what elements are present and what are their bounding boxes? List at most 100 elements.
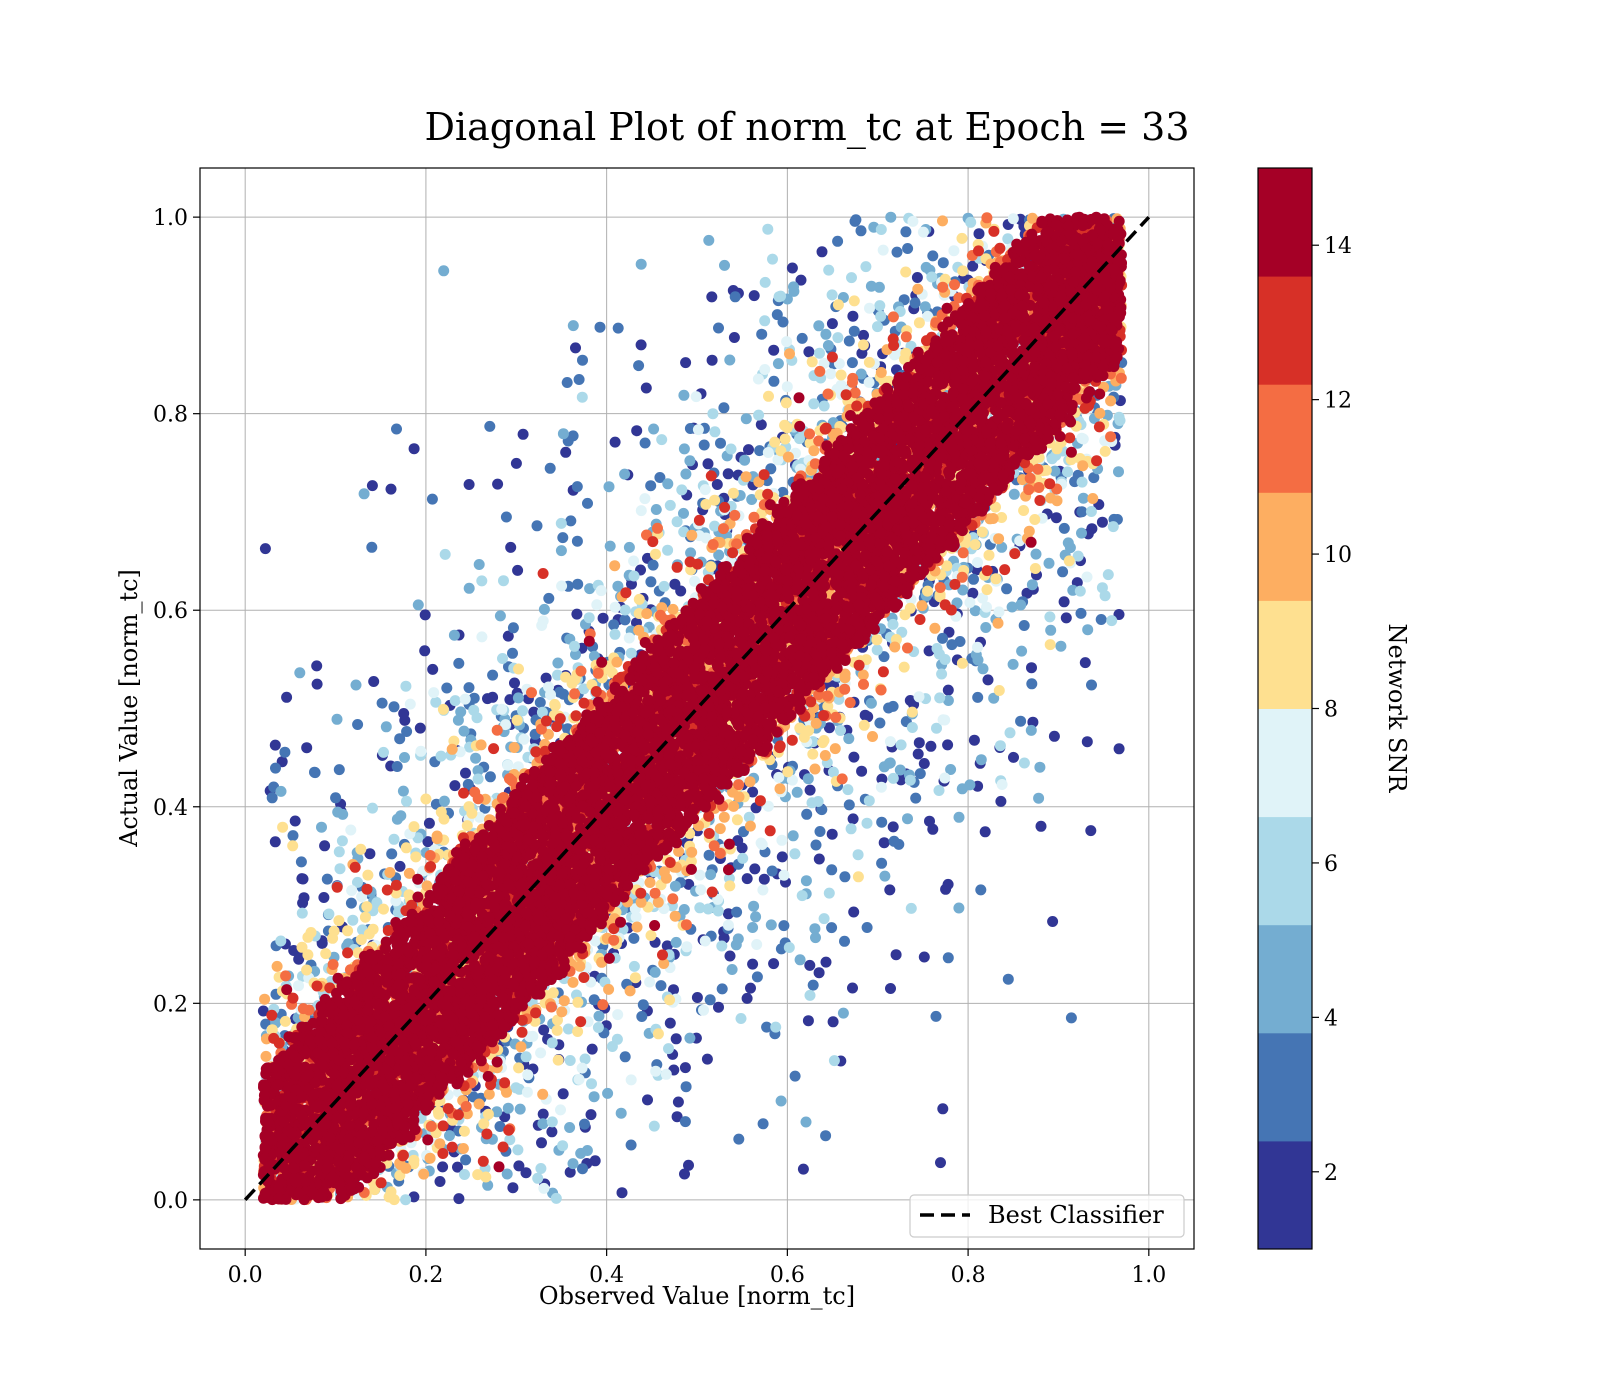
- scatter-point: [482, 693, 493, 705]
- scatter-point: [803, 346, 815, 358]
- scatter-point: [843, 335, 855, 347]
- scatter-point: [537, 1108, 549, 1120]
- scatter-point: [699, 484, 711, 496]
- scatter-point: [1058, 522, 1070, 534]
- scatter-point: [573, 374, 585, 385]
- scatter-point: [727, 487, 739, 499]
- scatter-point: [684, 455, 696, 467]
- scatter-point: [804, 784, 816, 796]
- scatter-point: [645, 576, 657, 588]
- scatter-point: [538, 1182, 550, 1194]
- scatter-point: [538, 603, 550, 615]
- scatter-point: [874, 717, 886, 729]
- scatter-point: [1044, 639, 1056, 651]
- scatter-point: [287, 840, 299, 852]
- scatter-point: [520, 1051, 532, 1063]
- scatter-point: [865, 697, 877, 709]
- scatter-point: [555, 517, 567, 529]
- scatter-point: [639, 493, 651, 505]
- scatter-point: [592, 1022, 604, 1033]
- scatter-point: [748, 900, 760, 912]
- scatter-point: [856, 347, 868, 359]
- scatter-point: [552, 1054, 564, 1066]
- scatter-point: [990, 573, 1002, 585]
- scatter-point: [629, 972, 641, 984]
- scatter-point: [996, 541, 1008, 553]
- scatter-point: [399, 752, 410, 763]
- scatter-point: [1016, 645, 1028, 657]
- scatter-point: [857, 339, 869, 351]
- scatter-point: [807, 748, 819, 760]
- scatter-point: [935, 1157, 946, 1169]
- scatter-point: [298, 892, 310, 904]
- scatter-point: [907, 215, 919, 227]
- scatter-point: [378, 746, 389, 758]
- scatter-point: [556, 580, 568, 592]
- scatter-point: [884, 736, 896, 748]
- scatter-point: [832, 299, 844, 311]
- scatter-point: [458, 1125, 470, 1137]
- scatter-point: [827, 1016, 839, 1028]
- scatter-point: [1018, 757, 1030, 769]
- scatter-point: [767, 253, 778, 265]
- scatter-point: [1002, 973, 1014, 985]
- scatter-point: [713, 322, 724, 334]
- scatter-point: [922, 585, 933, 597]
- scatter-point: [939, 714, 951, 726]
- scatter-point: [977, 663, 989, 675]
- scatter-point: [887, 700, 899, 712]
- scatter-point: [981, 584, 993, 596]
- scatter-point: [612, 1009, 624, 1021]
- scatter-point: [293, 953, 305, 965]
- scatter-point: [388, 701, 400, 713]
- scatter-point: [648, 423, 660, 435]
- scatter-point: [458, 725, 470, 737]
- scatter-point: [939, 772, 951, 784]
- scatter-point: [619, 604, 631, 616]
- scatter-point: [671, 516, 683, 528]
- scatter-point: [502, 630, 514, 642]
- scatter-point: [906, 722, 918, 733]
- scatter-point: [462, 778, 474, 790]
- scatter-point: [670, 936, 682, 948]
- scatter-point: [775, 290, 787, 302]
- scatter-point: [635, 258, 647, 270]
- scatter-point: [391, 423, 402, 435]
- scatter-point: [552, 657, 564, 669]
- scatter-point: [798, 731, 810, 743]
- scatter-point: [753, 409, 765, 421]
- scatter-point: [926, 271, 938, 283]
- scatter-point: [813, 853, 825, 865]
- scatter-point: [566, 677, 578, 689]
- scatter-point: [826, 922, 838, 934]
- scatter-point: [683, 1159, 694, 1171]
- scatter-point: [759, 364, 771, 375]
- scatter-point: [498, 575, 509, 587]
- scatter-point: [336, 835, 348, 847]
- scatter-point: [872, 321, 883, 333]
- scatter-point: [420, 793, 432, 805]
- scatter-point: [557, 532, 569, 544]
- scatter-point: [808, 398, 820, 410]
- scatter-point: [703, 234, 715, 246]
- scatter-point: [684, 423, 696, 434]
- scatter-point: [957, 265, 969, 277]
- scatter-point: [270, 762, 281, 774]
- scatter-point: [741, 873, 753, 885]
- scatter-point: [737, 852, 749, 864]
- scatter-point: [311, 660, 323, 672]
- scatter-point: [619, 468, 631, 480]
- scatter-point: [709, 426, 721, 438]
- scatter-point: [269, 836, 281, 848]
- scatter-point: [876, 857, 888, 869]
- scatter-point: [1064, 542, 1076, 554]
- scatter-point: [400, 842, 412, 854]
- scatter-point: [448, 629, 460, 641]
- scatter-point: [918, 951, 930, 963]
- scatter-point: [1048, 730, 1060, 742]
- scatter-point: [937, 632, 948, 644]
- scatter-point: [669, 880, 681, 892]
- scatter-point: [512, 692, 524, 704]
- scatter-point: [1055, 640, 1067, 652]
- scatter-point: [571, 535, 583, 547]
